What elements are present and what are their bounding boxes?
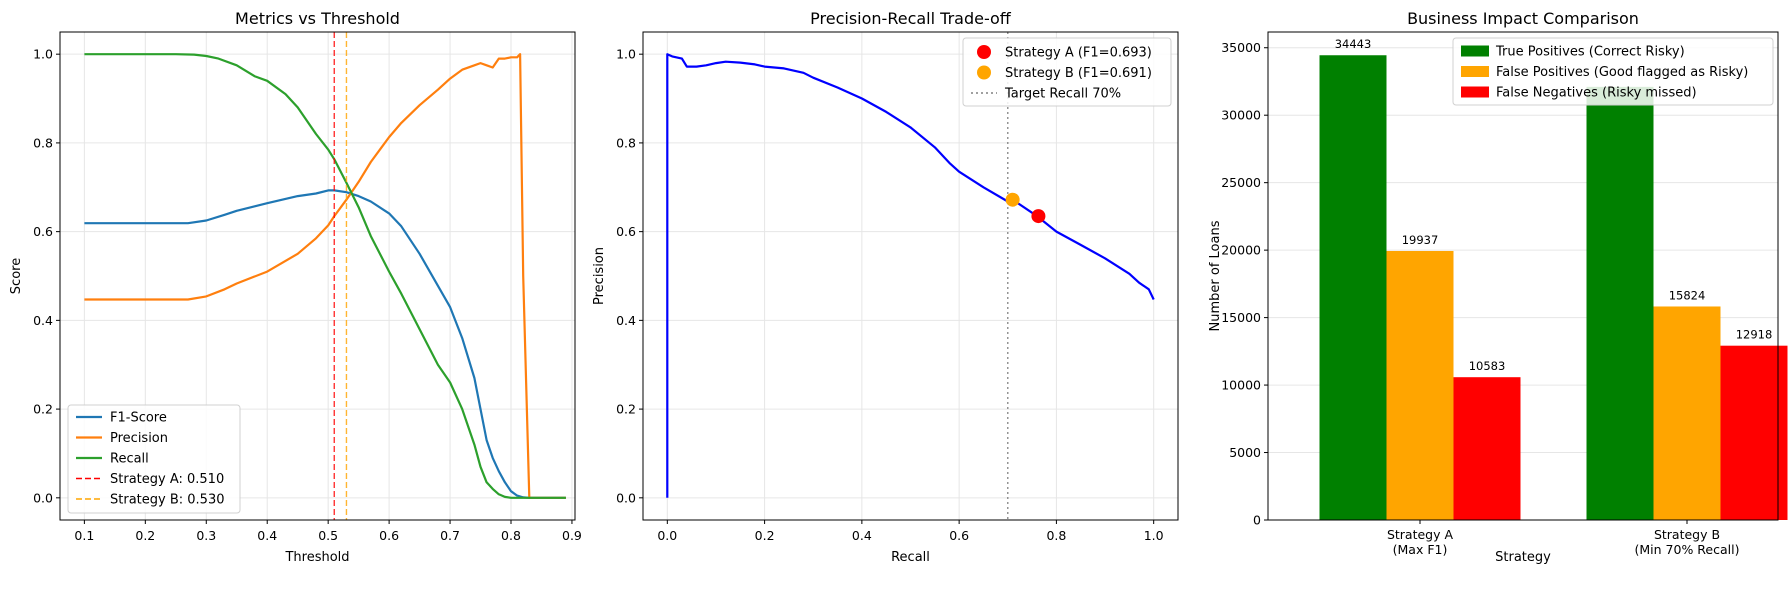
plot-frame bbox=[1267, 31, 1779, 521]
y-tick-label: 0.8 bbox=[616, 135, 636, 150]
legend bbox=[1452, 37, 1774, 106]
legend-label: Strategy B (F1=0.691) bbox=[1005, 66, 1152, 81]
x-tick-label: 0.2 bbox=[755, 528, 775, 543]
y-tick-label: 0.6 bbox=[616, 224, 636, 239]
legend-swatch bbox=[1461, 45, 1489, 57]
legend-label: Target Recall 70% bbox=[1004, 87, 1121, 102]
y-tick-label: 0.4 bbox=[33, 313, 53, 328]
x-tick-label: 0.8 bbox=[501, 528, 521, 543]
chart-2: 0.0 0.2 0.4 0.6 0.8 1.0 0.0 0.2 0.4 0.6 0.8 1.0 Prec… bbox=[592, 9, 1179, 565]
bar-value-label: 12918 bbox=[1736, 328, 1773, 342]
y-tick-label: 0.2 bbox=[33, 402, 53, 417]
legend-swatch bbox=[1461, 66, 1489, 77]
y-axis-label: Score bbox=[9, 258, 24, 294]
plot-frame bbox=[642, 31, 1179, 521]
x-tick-label: Strategy B bbox=[1654, 527, 1720, 542]
series-line-3 bbox=[84, 53, 566, 499]
legend bbox=[962, 37, 1172, 107]
bar-value-label: 15824 bbox=[1669, 288, 1706, 302]
chart-1: 0.0 0.2 0.4 0.6 0.8 1.0 0.1 0.2 0.3 0.4 0.5 0.6 0.7 0… bbox=[9, 9, 582, 565]
pr-curve bbox=[666, 53, 1155, 498]
y-tick-label: 15000 bbox=[1221, 310, 1261, 325]
legend-label: Strategy A: 0.510 bbox=[110, 472, 224, 487]
bar-value-label: 10583 bbox=[1469, 359, 1506, 373]
y-tick-label: 0 bbox=[1253, 513, 1261, 528]
legend-label: Strategy B: 0.530 bbox=[110, 493, 224, 508]
bar-tp-strategy-a bbox=[1319, 55, 1387, 520]
x-tick-label: 0.5 bbox=[318, 528, 338, 543]
strategy-point-1 bbox=[1031, 209, 1046, 224]
y-tick-label: 1.0 bbox=[33, 47, 53, 62]
x-tick-label: (Min 70% Recall) bbox=[1635, 542, 1740, 557]
plot-frame bbox=[59, 31, 576, 521]
bar-value-label: 19937 bbox=[1402, 233, 1439, 247]
strategy-point-2 bbox=[1005, 192, 1020, 207]
x-tick-label: 1.0 bbox=[1144, 528, 1164, 543]
bar-fp-strategy-a bbox=[1386, 250, 1454, 521]
y-tick-label: 1.0 bbox=[616, 47, 636, 62]
legend-label: True Positives (Correct Risky) bbox=[1495, 45, 1685, 60]
x-tick-label: 0.1 bbox=[74, 528, 94, 543]
chart-3: 34443 19937 15824 10583 12918 0 5000 10000 15000… bbox=[1208, 9, 1788, 565]
x-tick-label: 0.4 bbox=[257, 528, 277, 543]
y-tick-label: 10000 bbox=[1221, 378, 1261, 393]
y-tick-label: 30000 bbox=[1221, 108, 1261, 123]
bar-value-label: 34443 bbox=[1335, 37, 1372, 51]
x-tick-label: (Max F1) bbox=[1393, 542, 1448, 557]
legend bbox=[67, 404, 241, 514]
bar-fp-strategy-b bbox=[1653, 306, 1721, 520]
legend-label: False Negatives (Risky missed) bbox=[1496, 86, 1697, 101]
x-tick-label: 0.9 bbox=[562, 528, 582, 543]
chart-title: Business Impact Comparison bbox=[1407, 9, 1639, 28]
y-tick-label: 25000 bbox=[1221, 175, 1261, 190]
legend-label: Strategy A (F1=0.693) bbox=[1005, 46, 1152, 61]
y-tick-label: 0.2 bbox=[616, 402, 636, 417]
y-tick-label: 5000 bbox=[1229, 445, 1261, 460]
x-tick-label: 0.6 bbox=[949, 528, 969, 543]
legend-label: Precision bbox=[110, 431, 168, 446]
y-axis-label: Number of Loans bbox=[1208, 220, 1223, 331]
y-tick-label: 20000 bbox=[1221, 243, 1261, 258]
x-tick-label: 0.7 bbox=[440, 528, 460, 543]
bar-fn-strategy-a bbox=[1453, 377, 1521, 520]
chart-title: Metrics vs Threshold bbox=[235, 9, 400, 28]
x-tick-label: 0.6 bbox=[379, 528, 399, 543]
chart-title: Precision-Recall Trade-off bbox=[810, 9, 1012, 28]
x-axis-label: Threshold bbox=[284, 550, 349, 565]
x-tick-label: 0.2 bbox=[135, 528, 155, 543]
legend-swatch bbox=[1461, 86, 1489, 98]
x-tick-label: 0.8 bbox=[1046, 528, 1066, 543]
y-tick-label: 0.0 bbox=[616, 490, 636, 505]
legend-marker bbox=[977, 45, 991, 59]
y-axis-label: Precision bbox=[592, 247, 607, 305]
series-line-1 bbox=[84, 189, 566, 499]
y-tick-label: 0.4 bbox=[616, 313, 636, 328]
legend-label: F1-Score bbox=[110, 411, 167, 426]
legend-label: Recall bbox=[110, 452, 149, 467]
x-tick-label: Strategy A bbox=[1387, 527, 1454, 542]
legend-label: False Positives (Good flagged as Risky) bbox=[1496, 65, 1748, 80]
y-tick-label: 0.0 bbox=[33, 490, 53, 505]
bar-fn-strategy-b bbox=[1720, 345, 1788, 520]
bar-tp-strategy-b bbox=[1586, 86, 1654, 521]
series-line-2 bbox=[84, 53, 566, 499]
x-tick-label: 0.3 bbox=[196, 528, 216, 543]
y-tick-label: 35000 bbox=[1221, 40, 1261, 55]
y-tick-label: 0.6 bbox=[33, 224, 53, 239]
x-axis-label: Recall bbox=[891, 550, 930, 565]
y-tick-label: 0.8 bbox=[33, 135, 53, 150]
legend-marker bbox=[977, 65, 991, 80]
x-tick-label: 0.4 bbox=[852, 528, 872, 543]
x-tick-label: 0.0 bbox=[657, 528, 677, 543]
x-axis-label: Strategy bbox=[1495, 550, 1551, 565]
